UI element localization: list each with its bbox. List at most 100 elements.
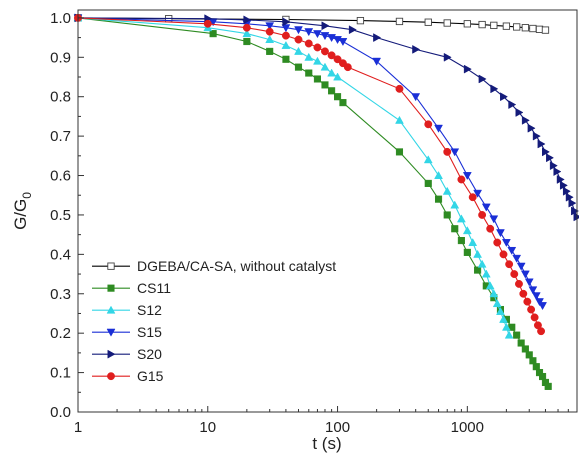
series-1-point [424, 179, 432, 187]
series-1-point [305, 69, 313, 77]
series-4-point [348, 25, 357, 35]
series-3-point [516, 262, 526, 271]
series-3-point [520, 270, 530, 279]
series-1-point [266, 47, 274, 55]
series-1-point [434, 195, 443, 203]
series-5-point [327, 51, 336, 60]
series-0-point [478, 20, 486, 29]
series-3-point [524, 278, 534, 287]
series-5-point [537, 327, 546, 336]
series-0-point [356, 16, 365, 25]
legend-label: S20 [137, 346, 162, 362]
series-0-point [424, 18, 432, 26]
series-2-point [450, 200, 460, 209]
series-1-point [474, 266, 482, 274]
series-5-point [457, 175, 466, 184]
series-5-point [468, 193, 477, 202]
series-5-point [321, 47, 329, 56]
series-4-point [573, 212, 579, 222]
series-4-point [527, 123, 536, 133]
series-2-point [265, 35, 275, 44]
legend-label: G15 [137, 368, 164, 384]
series-3-point [313, 30, 322, 39]
series-5-point [519, 289, 528, 298]
series-2 [73, 13, 514, 339]
legend-item: S15 [92, 324, 162, 340]
series-4-point [321, 21, 330, 31]
series-1-point [321, 81, 329, 89]
y-axis-title-subscript: 0 [20, 192, 34, 199]
series-4-point [565, 192, 574, 202]
y-tick-label: 0.1 [50, 365, 71, 382]
y-tick-label: 0.5 [50, 207, 71, 224]
series-5-point [515, 279, 523, 288]
series-3-point [411, 93, 421, 102]
series-4-point [537, 139, 546, 149]
series-4-point [373, 33, 382, 43]
series-4-point [546, 153, 555, 163]
series-4-point [443, 52, 452, 62]
legend-marker [106, 305, 116, 314]
series-5-point [265, 27, 274, 36]
legend-marker [107, 349, 116, 359]
series-3-point [528, 286, 538, 295]
series-5-point [294, 35, 303, 44]
x-axis-title: t (s) [312, 434, 341, 453]
series-5-point [505, 260, 514, 269]
series-0-point [463, 20, 471, 28]
series-4-point [515, 108, 524, 117]
series-3-point [372, 57, 382, 66]
series-4-point [478, 74, 487, 84]
series-3-point [434, 124, 443, 133]
series-1-point [513, 331, 521, 339]
series-1-point [395, 148, 404, 156]
series-0-point [443, 19, 451, 27]
series-2-point [242, 29, 252, 38]
x-tick-label: 1000 [451, 419, 484, 436]
series-1-point [463, 248, 471, 256]
series-2-point [468, 238, 478, 246]
series-4-line [77, 17, 578, 218]
legend-marker [107, 262, 115, 270]
series-4-point [282, 17, 291, 27]
series-3-point [338, 38, 348, 47]
series-4 [74, 13, 579, 222]
legend-item: S20 [92, 346, 162, 362]
legend-item: S12 [92, 302, 162, 318]
series-5-point [527, 305, 536, 314]
series-1-point [451, 225, 459, 233]
series-2-point [327, 68, 337, 77]
series-5-point [523, 297, 532, 306]
series-4-point [412, 44, 421, 54]
y-axis-title-main: G/G [11, 199, 30, 230]
series-0-point [541, 26, 550, 34]
series-5-point [281, 31, 290, 40]
x-tick-label: 100 [325, 419, 350, 436]
series-2-point [434, 171, 443, 179]
series-5-point [499, 250, 508, 259]
series-0-point [490, 21, 498, 30]
series-5-point [313, 43, 322, 52]
series-5-point [443, 147, 452, 156]
series-2-point [294, 46, 303, 55]
series-4-point [532, 131, 541, 141]
series-2-point [462, 226, 472, 235]
series-3-point [265, 22, 275, 31]
series-5-point [395, 84, 404, 93]
axes-layer: 0.0 0.1 0.2 0.3 0.4 0.5 0.6 0.7 0.8 0.9 1.0 1 10 100 1… [50, 10, 578, 436]
series-5-point [478, 210, 487, 219]
series-3-point [538, 302, 547, 311]
series-3-point [473, 189, 483, 198]
series-3-point [294, 26, 303, 35]
series-4-point [508, 100, 517, 110]
series-1-point [243, 37, 251, 46]
series-5-point [333, 55, 342, 64]
series-1-point [539, 372, 547, 381]
y-axis-title: G/G0 [11, 192, 34, 230]
y-tick-label: 0.8 [50, 89, 71, 106]
series-3-point [531, 292, 541, 301]
series-1-point [334, 93, 342, 101]
series-1-point [517, 339, 525, 347]
series-5-point [510, 270, 519, 279]
series-5-point [424, 120, 433, 129]
